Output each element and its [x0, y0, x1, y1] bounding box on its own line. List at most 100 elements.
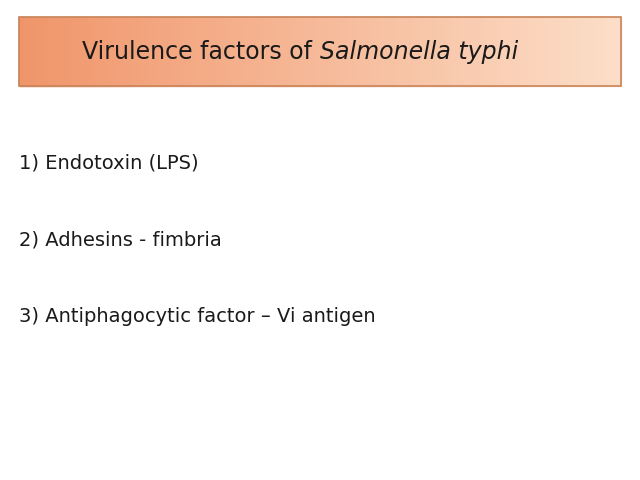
Bar [564, 17, 567, 86]
Bar [196, 17, 200, 86]
Bar [356, 17, 360, 86]
Bar [461, 17, 465, 86]
Bar [31, 17, 35, 86]
Bar [582, 17, 586, 86]
Bar [115, 17, 119, 86]
Bar [28, 17, 32, 86]
Bar [431, 17, 435, 86]
Bar [182, 17, 186, 86]
Bar [413, 17, 417, 86]
Bar [191, 17, 195, 86]
Bar [49, 17, 53, 86]
Bar [263, 17, 266, 86]
Bar [236, 17, 239, 86]
Bar [458, 17, 462, 86]
Bar [350, 17, 354, 86]
Bar [326, 17, 330, 86]
Text: 2) Adhesins - fimbria: 2) Adhesins - fimbria [19, 230, 222, 250]
Bar [456, 17, 459, 86]
Bar [525, 17, 528, 86]
Bar [323, 17, 326, 86]
Bar [600, 17, 604, 86]
Bar [392, 17, 396, 86]
Bar [540, 17, 543, 86]
Bar [64, 17, 68, 86]
Bar [124, 17, 128, 86]
Bar [371, 17, 375, 86]
Bar [446, 17, 450, 86]
Bar [588, 17, 591, 86]
Bar [615, 17, 618, 86]
Bar [344, 17, 348, 86]
Bar [85, 17, 89, 86]
Bar [74, 17, 77, 86]
Bar [19, 17, 23, 86]
Bar [83, 17, 86, 86]
Bar [585, 17, 588, 86]
Bar [118, 17, 122, 86]
Bar [314, 17, 317, 86]
Bar [522, 17, 525, 86]
Bar [272, 17, 275, 86]
Bar [55, 17, 59, 86]
Bar [308, 17, 312, 86]
Bar [200, 17, 204, 86]
Bar [545, 17, 549, 86]
Bar [374, 17, 378, 86]
Bar [215, 17, 218, 86]
Bar [218, 17, 221, 86]
Bar [452, 17, 456, 86]
Bar [410, 17, 414, 86]
Bar [449, 17, 453, 86]
Bar [561, 17, 564, 86]
Text: 1) Endotoxin (LPS): 1) Endotoxin (LPS) [19, 154, 199, 173]
Bar [504, 17, 507, 86]
Bar [495, 17, 498, 86]
Bar [179, 17, 182, 86]
Bar [281, 17, 285, 86]
Bar [44, 17, 47, 86]
Bar [175, 17, 179, 86]
Bar [341, 17, 345, 86]
Bar [194, 17, 197, 86]
Bar [548, 17, 552, 86]
Bar [76, 17, 80, 86]
Bar [70, 17, 74, 86]
Bar [221, 17, 225, 86]
Bar [244, 17, 248, 86]
Bar [500, 17, 504, 86]
Bar [212, 17, 215, 86]
Bar [248, 17, 252, 86]
Bar [347, 17, 351, 86]
Bar [576, 17, 579, 86]
Bar [164, 17, 167, 86]
Bar [155, 17, 158, 86]
Bar [134, 17, 137, 86]
Text: 3) Antiphagocytic factor – Vi antigen: 3) Antiphagocytic factor – Vi antigen [19, 307, 376, 326]
Bar [230, 17, 234, 86]
Bar [209, 17, 212, 86]
Bar [95, 17, 98, 86]
Bar [260, 17, 264, 86]
Bar [100, 17, 104, 86]
Bar [148, 17, 152, 86]
Bar [122, 17, 125, 86]
Bar [552, 17, 556, 86]
Bar [296, 17, 300, 86]
Bar [557, 17, 561, 86]
Bar [254, 17, 257, 86]
Bar [97, 17, 101, 86]
Bar [152, 17, 155, 86]
Bar [419, 17, 423, 86]
Bar [359, 17, 363, 86]
Bar [474, 17, 477, 86]
Bar [618, 17, 621, 86]
Bar [166, 17, 170, 86]
Bar [329, 17, 333, 86]
Bar [534, 17, 537, 86]
Bar [184, 17, 188, 86]
Bar [570, 17, 573, 86]
Bar [536, 17, 540, 86]
Bar [140, 17, 143, 86]
Bar [25, 17, 29, 86]
